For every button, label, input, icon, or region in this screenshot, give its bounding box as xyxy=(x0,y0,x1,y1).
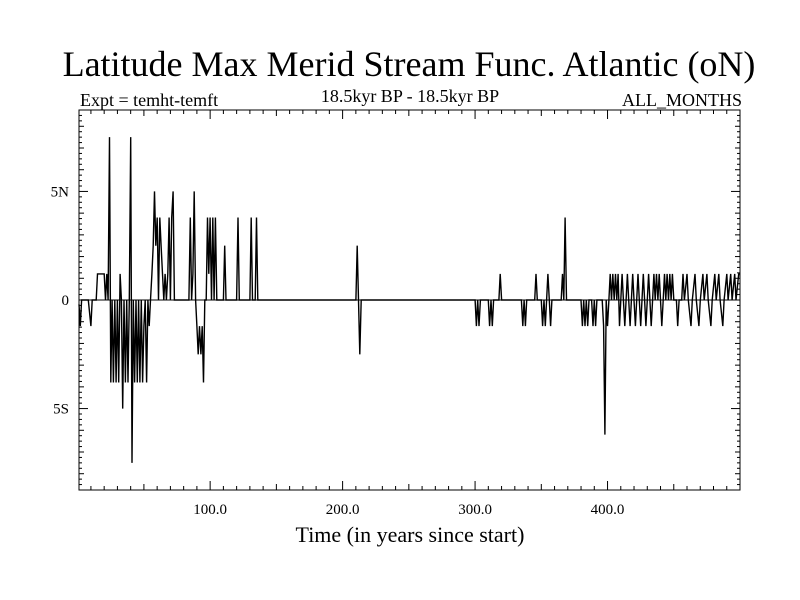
series-line xyxy=(78,137,740,463)
x-tick-label: 400.0 xyxy=(591,502,625,518)
x-axis-label: Time (in years since start) xyxy=(295,522,525,547)
x-tick-label: 100.0 xyxy=(193,502,227,518)
period-label: 18.5kyr BP - 18.5kyr BP xyxy=(320,86,500,106)
chart-title: Latitude Max Merid Stream Func. Atlantic… xyxy=(62,44,756,84)
experiment-label: Expt = temht-temft xyxy=(80,90,219,110)
season-label: ALL_MONTHS xyxy=(622,90,742,110)
y-tick-label: 0 xyxy=(62,293,70,309)
y-tick-label: 5S xyxy=(53,402,69,418)
y-tick-label: 5N xyxy=(51,184,70,200)
x-tick-label: 200.0 xyxy=(326,502,360,518)
x-tick-label: 300.0 xyxy=(458,502,492,518)
